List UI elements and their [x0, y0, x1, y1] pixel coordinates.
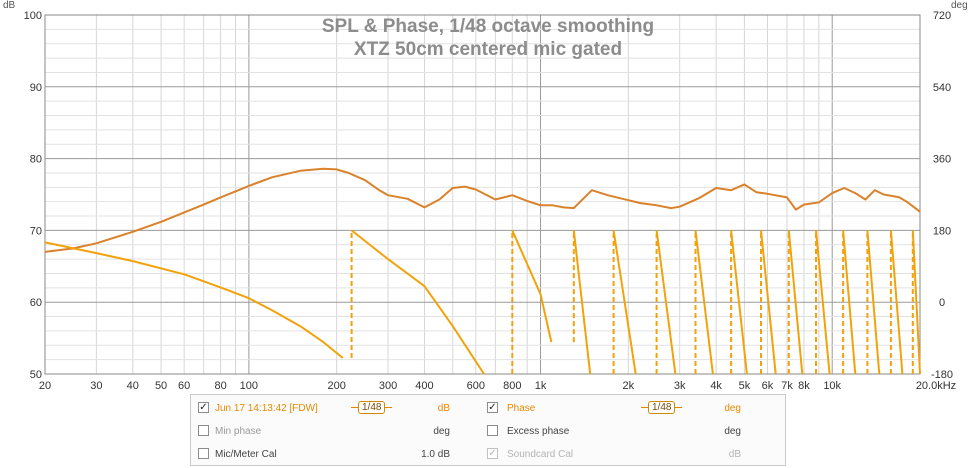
spl-trace: [44, 167, 921, 253]
x-tick-label: 4k: [710, 380, 722, 392]
y-tick-label: 90: [30, 82, 42, 94]
x-tick-label: 20: [39, 380, 51, 392]
soundcard-cal-unit: dB: [728, 449, 741, 460]
x-tick-label: 600: [467, 380, 485, 392]
spl-checkbox[interactable]: ✓: [198, 402, 209, 413]
min-phase-label[interactable]: Min phase: [215, 426, 262, 437]
legend-row-spl: ✓ Jun 17 14:13:42 [FDW] 1/48 dB ✓ Phase …: [191, 398, 785, 420]
x-tick-label: 1k: [535, 380, 547, 392]
plot-frame: [44, 14, 921, 375]
x-tick-label: 2k: [623, 380, 635, 392]
mic-cal-value: 1.0 dB: [421, 449, 450, 460]
x-tick-label: 5k: [739, 380, 751, 392]
x-tick-label: 40: [127, 380, 139, 392]
y-axis-label: dB: [3, 0, 16, 11]
tick-labels: 20 30 40 50 60 80 100 200 300 400 600 800 1k 2k 3k 4k 5k…: [24, 10, 957, 392]
y-tick-label: 100: [24, 10, 42, 22]
y2-axis-label: deg: [951, 0, 968, 11]
x-tick-label: 3k: [674, 380, 686, 392]
x-tick-label: 400: [415, 380, 433, 392]
chart-title: SPL & Phase, 1/48 octave smoothing: [322, 16, 654, 37]
excess-phase-unit: deg: [724, 426, 741, 437]
legend-panel: ✓ Jun 17 14:13:42 [FDW] 1/48 dB ✓ Phase …: [190, 394, 786, 466]
y2-tick-label: -180: [931, 369, 953, 381]
y2-tick-label: 180: [933, 225, 951, 237]
legend-row-cal: Mic/Meter Cal 1.0 dB ✓ Soundcard Cal dB: [191, 444, 785, 466]
x-tick-label: 80: [214, 380, 226, 392]
x-tick-label: 10k: [823, 380, 841, 392]
min-phase-checkbox[interactable]: [198, 425, 209, 436]
excess-phase-label[interactable]: Excess phase: [507, 426, 570, 437]
x-tick-label: 6k: [762, 380, 774, 392]
y-tick-label: 50: [30, 369, 42, 381]
x-tick-label: 30: [90, 380, 102, 392]
soundcard-cal-label: Soundcard Cal: [507, 449, 574, 460]
x-tick-label: 300: [379, 380, 397, 392]
min-phase-unit: deg: [433, 426, 450, 437]
phase-smoothing-selector[interactable]: 1/48: [641, 401, 683, 415]
y2-tick-label: 720: [933, 10, 951, 22]
legend-row-min-phase: Min phase deg Excess phase deg: [191, 421, 785, 443]
x-tick-label: 100: [240, 380, 258, 392]
chart-subtitle: XTZ 50cm centered mic gated: [354, 39, 622, 60]
grid: [44, 14, 921, 375]
series-layer: [44, 167, 921, 375]
y2-tick-label: 0: [939, 297, 945, 309]
x-tick-label: 20.0kHz: [916, 380, 956, 392]
spl-unit: dB: [437, 403, 450, 414]
phase-trace: [44, 229, 921, 375]
y-tick-label: 70: [30, 225, 42, 237]
excess-phase-checkbox[interactable]: [487, 425, 498, 436]
x-tick-label: 200: [327, 380, 345, 392]
x-tick-label: 50: [155, 380, 167, 392]
y2-tick-label: 360: [933, 154, 951, 166]
y2-tick-label: 540: [933, 82, 951, 94]
spl-smoothing-value: 1/48: [358, 401, 386, 414]
phase-checkbox[interactable]: ✓: [487, 402, 498, 413]
x-tick-label: 800: [503, 380, 521, 392]
soundcard-cal-checkbox: ✓: [487, 448, 498, 459]
x-tick-label: 7k: [781, 380, 793, 392]
phase-smoothing-value: 1/48: [648, 401, 676, 414]
spl-smoothing-selector[interactable]: 1/48: [351, 401, 393, 415]
x-tick-label: 8k: [798, 380, 810, 392]
phase-trace-label[interactable]: Phase: [507, 403, 536, 414]
y-tick-label: 80: [30, 154, 42, 166]
x-tick-label: 60: [178, 380, 190, 392]
spl-trace-label[interactable]: Jun 17 14:13:42 [FDW]: [215, 403, 318, 414]
mic-cal-checkbox[interactable]: [198, 448, 209, 459]
y-tick-label: 60: [30, 297, 42, 309]
mic-cal-label[interactable]: Mic/Meter Cal: [215, 449, 277, 460]
spl-phase-chart: dB deg SPL & Phase, 1/48 octave smoothin…: [3, 0, 968, 392]
phase-unit: deg: [724, 403, 741, 414]
